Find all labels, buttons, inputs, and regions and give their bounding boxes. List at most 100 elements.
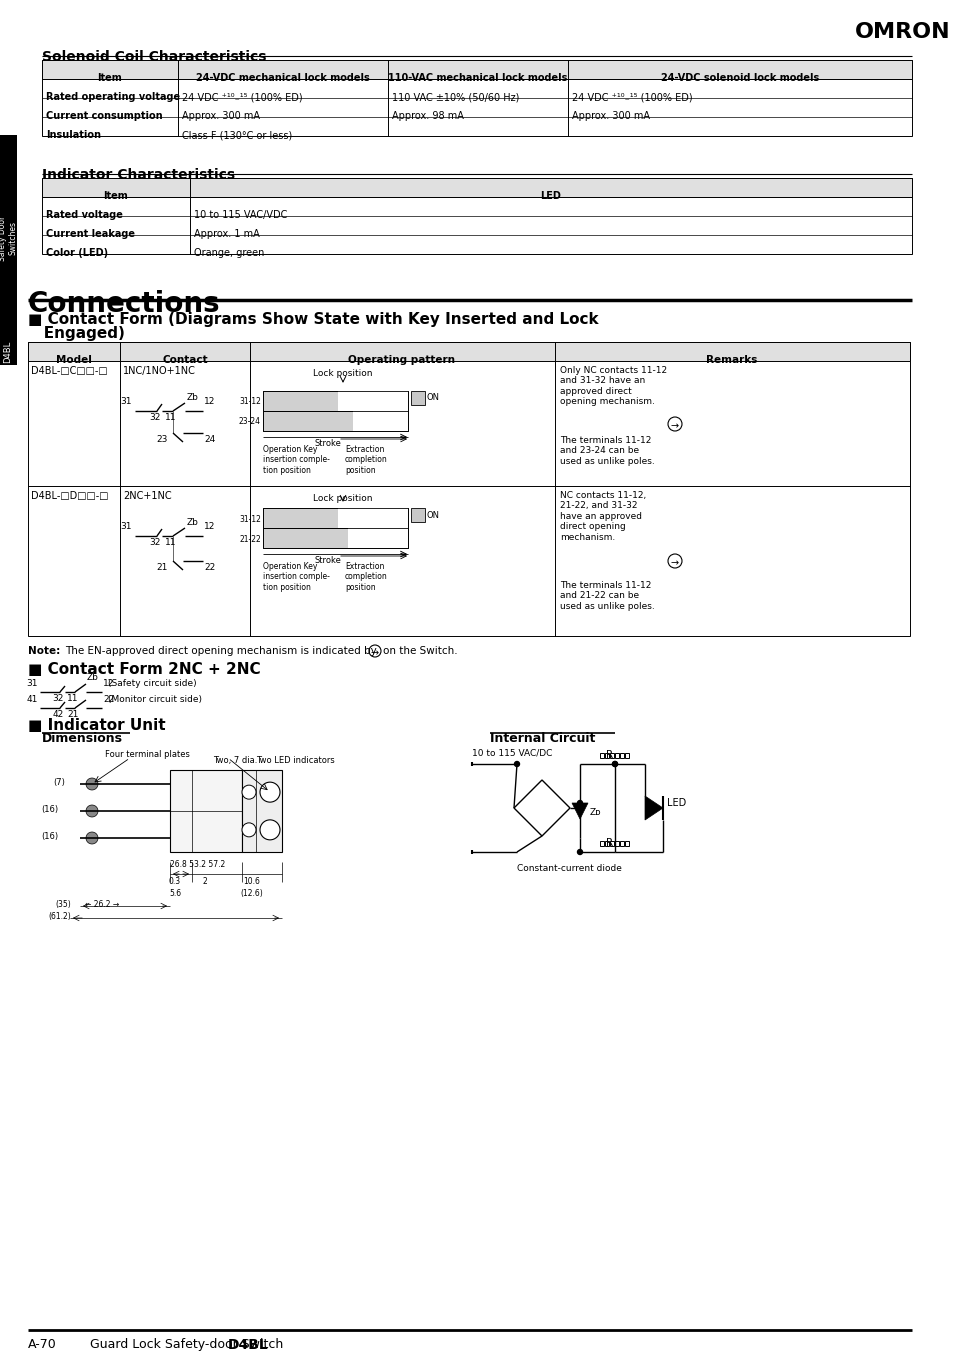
Text: Constant-current diode: Constant-current diode xyxy=(517,865,621,873)
Text: Operation Key
insertion comple-
tion position: Operation Key insertion comple- tion pos… xyxy=(263,562,330,592)
Circle shape xyxy=(514,762,519,766)
Text: Contact: Contact xyxy=(162,355,208,365)
Text: Approx. 1 mA: Approx. 1 mA xyxy=(193,230,259,239)
Text: 1NC/1NO+1NC: 1NC/1NO+1NC xyxy=(123,366,195,376)
Text: 41: 41 xyxy=(27,694,38,704)
Bar xyxy=(609,842,614,846)
Bar xyxy=(28,342,909,636)
Text: 31-12: 31-12 xyxy=(239,397,261,407)
Text: D4BL: D4BL xyxy=(4,340,12,363)
Bar xyxy=(353,411,408,431)
Text: 26.8 53.2 57.2: 26.8 53.2 57.2 xyxy=(170,861,225,869)
Bar xyxy=(42,59,911,136)
Text: D4BL: D4BL xyxy=(228,1337,269,1351)
Text: Solenoid Coil Characteristics: Solenoid Coil Characteristics xyxy=(42,50,266,63)
Bar xyxy=(263,411,408,431)
Text: Stroke: Stroke xyxy=(314,557,341,565)
Text: Remarks: Remarks xyxy=(705,355,757,365)
Circle shape xyxy=(577,801,582,805)
Text: 21: 21 xyxy=(156,563,168,571)
Text: D4BL-□C□□-□: D4BL-□C□□-□ xyxy=(30,366,108,376)
Bar xyxy=(615,753,618,758)
Text: 11: 11 xyxy=(165,413,176,422)
Text: Approx. 300 mA: Approx. 300 mA xyxy=(572,111,649,122)
Text: Two LED indicators: Two LED indicators xyxy=(255,757,335,765)
Text: 24: 24 xyxy=(204,435,215,444)
Text: ■ Contact Form (Diagrams Show State with Key Inserted and Lock: ■ Contact Form (Diagrams Show State with… xyxy=(28,312,598,327)
Text: 31-12: 31-12 xyxy=(239,515,261,523)
Circle shape xyxy=(612,762,617,766)
Circle shape xyxy=(577,850,582,854)
Text: (16): (16) xyxy=(41,832,58,842)
Bar xyxy=(619,753,623,758)
Text: Extraction
completion
position: Extraction completion position xyxy=(345,444,387,474)
Text: 11: 11 xyxy=(67,694,79,703)
Text: D4BL-□D□□-□: D4BL-□D□□-□ xyxy=(30,490,109,501)
Bar xyxy=(348,528,408,549)
Text: Only NC contacts 11-12
and 31-32 have an
approved direct
opening mechanism.: Only NC contacts 11-12 and 31-32 have an… xyxy=(559,366,666,407)
Text: R: R xyxy=(606,838,613,848)
Bar xyxy=(337,508,408,528)
Text: Class F (130°C or less): Class F (130°C or less) xyxy=(182,130,292,141)
Text: Model: Model xyxy=(56,355,91,365)
Bar xyxy=(604,753,608,758)
Text: OMRON: OMRON xyxy=(854,22,949,42)
Polygon shape xyxy=(644,796,662,820)
Text: Operating pattern: Operating pattern xyxy=(348,355,455,365)
Text: 2: 2 xyxy=(202,877,207,886)
Text: ON: ON xyxy=(427,393,439,403)
Text: Lock position: Lock position xyxy=(313,494,373,503)
Text: 31: 31 xyxy=(120,397,132,407)
Text: Approx. 98 mA: Approx. 98 mA xyxy=(392,111,463,122)
Text: Zb: Zb xyxy=(87,673,99,682)
Circle shape xyxy=(86,832,98,844)
Text: Stroke: Stroke xyxy=(314,439,341,449)
Text: 24-VDC solenoid lock models: 24-VDC solenoid lock models xyxy=(660,73,819,82)
Text: Current leakage: Current leakage xyxy=(46,230,135,239)
Text: Color (LED): Color (LED) xyxy=(46,249,108,258)
Bar xyxy=(170,770,242,852)
Text: →: → xyxy=(371,648,378,658)
Text: (7): (7) xyxy=(53,778,65,788)
Text: Item: Item xyxy=(104,190,129,201)
Text: Zᴅ: Zᴅ xyxy=(589,808,601,817)
Text: 22: 22 xyxy=(204,563,215,571)
Text: 24 VDC ⁺¹⁰₋¹⁵ (100% ED): 24 VDC ⁺¹⁰₋¹⁵ (100% ED) xyxy=(182,92,302,101)
Text: Item: Item xyxy=(97,73,122,82)
Text: Guard Lock Safety-door Switch: Guard Lock Safety-door Switch xyxy=(90,1337,287,1351)
Text: NC contacts 11-12,
21-22, and 31-32
have an approved
direct opening
mechanism.: NC contacts 11-12, 21-22, and 31-32 have… xyxy=(559,490,645,542)
Bar xyxy=(0,135,17,340)
Bar xyxy=(263,411,408,431)
Bar xyxy=(624,842,628,846)
Bar xyxy=(619,842,623,846)
Text: Safety Door
Switches: Safety Door Switches xyxy=(0,215,18,261)
Text: Four terminal plates: Four terminal plates xyxy=(105,750,190,759)
Text: (12.6): (12.6) xyxy=(240,889,263,898)
Text: 12: 12 xyxy=(204,397,215,407)
Bar xyxy=(42,59,911,78)
Text: 31: 31 xyxy=(120,521,132,531)
Bar xyxy=(263,508,408,528)
Circle shape xyxy=(86,778,98,790)
Text: 23-24: 23-24 xyxy=(239,417,261,427)
Text: 5.6: 5.6 xyxy=(169,889,181,898)
Text: 24-VDC mechanical lock models: 24-VDC mechanical lock models xyxy=(196,73,370,82)
Bar xyxy=(599,842,603,846)
Text: →: → xyxy=(670,422,679,431)
Text: Zb: Zb xyxy=(187,393,198,403)
Bar xyxy=(28,342,909,361)
Text: Engaged): Engaged) xyxy=(28,326,125,340)
Text: (16): (16) xyxy=(41,805,58,815)
Text: 42: 42 xyxy=(52,711,64,719)
Text: The terminals 11-12
and 23-24 can be
used as unlike poles.: The terminals 11-12 and 23-24 can be use… xyxy=(559,436,654,466)
Text: Insulation: Insulation xyxy=(46,130,101,141)
Bar xyxy=(609,753,614,758)
Circle shape xyxy=(242,785,255,800)
Text: Internal Circuit: Internal Circuit xyxy=(490,732,595,744)
Text: Connections: Connections xyxy=(28,290,220,317)
Bar xyxy=(42,178,911,254)
Text: LED: LED xyxy=(666,798,685,808)
Text: 110 VAC ±10% (50/60 Hz): 110 VAC ±10% (50/60 Hz) xyxy=(392,92,518,101)
Text: Note:: Note: xyxy=(28,646,60,657)
Text: 10 to 115 VAC/VDC: 10 to 115 VAC/VDC xyxy=(193,209,287,220)
